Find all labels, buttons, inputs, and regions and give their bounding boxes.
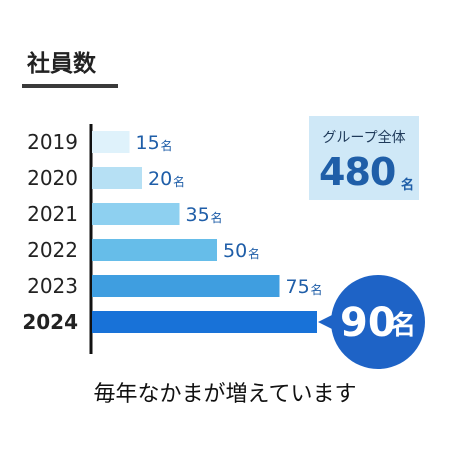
year-label: 2020 <box>27 166 78 190</box>
chart-title: 社員数 <box>27 51 96 77</box>
value-label: 75 <box>286 276 310 298</box>
value-unit: 名 <box>161 138 173 153</box>
bar-2024 <box>92 311 317 333</box>
value-unit: 名 <box>248 246 260 261</box>
bar-2019 <box>92 131 130 153</box>
bar-2020 <box>92 167 142 189</box>
year-label: 2024 <box>22 310 78 334</box>
callout-value: 90 <box>340 300 396 346</box>
footer-caption: 毎年なかまが増えています <box>93 382 357 407</box>
group-total-unit: 名 <box>401 178 415 193</box>
group-total-label: グループ全体 <box>322 130 406 146</box>
callout-circle <box>331 275 425 369</box>
value-label: 15 <box>136 132 160 154</box>
bar-2021 <box>92 203 180 225</box>
bar-2023 <box>92 275 280 297</box>
value-label: 50 <box>223 240 247 262</box>
year-label: 2021 <box>27 202 78 226</box>
group-total-value: 480 <box>319 150 396 194</box>
year-label: 2019 <box>27 130 78 154</box>
value-unit: 名 <box>173 174 185 189</box>
value-label: 20 <box>148 168 172 190</box>
title-underline <box>22 84 118 88</box>
callout-unit: 名 <box>390 310 416 341</box>
bar-2022 <box>92 239 217 261</box>
year-label: 2023 <box>27 274 78 298</box>
value-unit: 名 <box>311 282 323 297</box>
group-total-box: グループ全体 480 名 <box>309 116 419 200</box>
value-label: 35 <box>186 204 210 226</box>
year-label: 2022 <box>27 238 78 262</box>
value-unit: 名 <box>211 210 223 225</box>
